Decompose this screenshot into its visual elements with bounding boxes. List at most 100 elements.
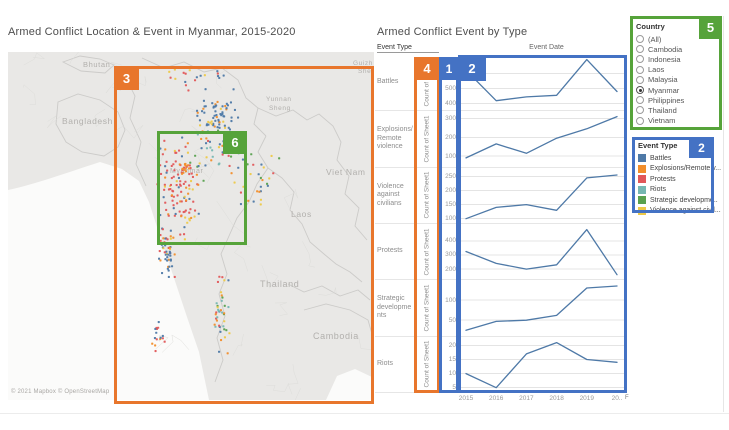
y-axis-ticks: 400 500 600 <box>445 69 456 108</box>
chart-row-3: Protests Count of Sheet1 200 300 400 <box>375 224 627 281</box>
y-axis-ticks: 200 300 400 <box>445 237 456 273</box>
x-axis-labels: 2015 2016 2017 2018 2019 20.. F <box>375 395 635 405</box>
map-label: Laos <box>291 209 312 219</box>
country-option-label: (All) <box>648 34 662 44</box>
line-plot[interactable] <box>460 280 627 336</box>
chart-row-2: Violence against civilians Count of Sheet… <box>375 168 627 224</box>
radio-icon[interactable] <box>636 55 644 64</box>
country-option-vietnam[interactable]: Vietnam <box>636 116 720 126</box>
chart-header-row: Event Type Event Date <box>377 44 627 55</box>
map-label: Cambodia <box>313 331 359 341</box>
x-tick-label: 2019 <box>579 395 595 402</box>
country-option-label: Vietnam <box>648 116 676 126</box>
legend-swatch-icon <box>638 196 646 205</box>
dashboard-bottom-border <box>0 413 729 414</box>
radio-icon[interactable] <box>636 45 644 54</box>
country-option-label: Indonesia <box>648 54 681 64</box>
legend-item[interactable]: Protests <box>638 174 712 185</box>
legend-items: Battles Explosions/Remote v... Protests Rio… <box>638 153 721 217</box>
y-axis-caption: Count of Sheet1 <box>423 115 431 163</box>
legend-item[interactable]: Battles <box>638 153 712 164</box>
country-option-malaysia[interactable]: Malaysia <box>636 75 720 85</box>
row-label: Battles <box>377 78 399 86</box>
country-option-label: Laos <box>648 65 665 75</box>
line-plot[interactable] <box>460 168 627 224</box>
country-option-laos[interactable]: Laos <box>636 65 720 75</box>
y-axis-caption: Count of Sheet1 <box>423 228 431 276</box>
country-option-label: Cambodia <box>648 44 683 54</box>
conflict-map[interactable]: BhutanBangladeshGuizhSherYunnanShengMyan… <box>8 52 374 400</box>
country-option-indonesia[interactable]: Indonesia <box>636 54 720 64</box>
map-attribution: © 2021 Mapbox © OpenStreetMap <box>11 389 110 395</box>
x-tick-label: 2015 <box>458 395 474 402</box>
y-axis-ticks: 5 10 15 20 <box>448 341 456 391</box>
panel-divider <box>723 16 724 412</box>
map-label: Yunnan <box>266 96 292 103</box>
legend-item-label: Battles <box>650 154 672 162</box>
country-filter-header: Country <box>636 22 665 31</box>
row-label: Strategic developments <box>377 295 412 320</box>
line-plot[interactable] <box>460 337 627 393</box>
event-type-column-header: Event Type <box>377 44 439 53</box>
map-label: Bangladesh <box>62 116 113 126</box>
radio-icon[interactable] <box>636 65 644 74</box>
radio-icon[interactable] <box>636 35 644 44</box>
row-label: Violence against civilians <box>377 182 404 207</box>
legend-swatch-icon <box>638 206 646 215</box>
country-option-cambodia[interactable]: Cambodia <box>636 44 720 54</box>
legend-header: Event Type <box>638 141 678 150</box>
country-option-all[interactable]: (All) <box>636 34 720 44</box>
chart-rows[interactable]: Battles Count of Sheet1 400 500 600 Explosion… <box>375 55 627 393</box>
map-label: Viet Nam <box>326 167 366 177</box>
y-axis-ticks: 100 150 200 250 <box>445 172 456 222</box>
radio-icon[interactable] <box>636 86 644 95</box>
x-axis-extra-glyph: F <box>625 395 629 401</box>
map-canvas[interactable]: BhutanBangladeshGuizhSherYunnanShengMyan… <box>8 52 374 400</box>
x-tick-label: 20.. <box>611 395 623 402</box>
legend-swatch-icon <box>638 175 646 184</box>
country-option-label: Myanmar <box>648 85 680 95</box>
legend-item[interactable]: Violence against civil... <box>638 206 721 217</box>
y-axis-caption: Count of Sheet1 <box>423 171 431 219</box>
chart-title: Armed Conflict Event by Type <box>377 26 528 38</box>
y-axis-caption: Count of Sheet1 <box>423 340 431 388</box>
x-tick-label: 2016 <box>488 395 504 402</box>
radio-icon[interactable] <box>636 96 644 105</box>
x-tick-label: 2018 <box>549 395 564 402</box>
chart-row-5: Riots Count of Sheet1 5 10 15 20 <box>375 337 627 393</box>
legend-swatch-icon <box>638 164 646 173</box>
legend-item-label: Protests <box>650 175 676 183</box>
line-plot[interactable] <box>460 111 627 167</box>
legend-item-label: Violence against civil... <box>650 207 721 215</box>
y-axis-caption: Count of Sheet1 <box>423 284 431 332</box>
country-option-myanmar[interactable]: Myanmar <box>636 85 720 95</box>
country-option-thailand[interactable]: Thailand <box>636 105 720 115</box>
chart-row-4: Strategic developments Count of Sheet1 50 1… <box>375 280 627 337</box>
country-radio-list: (All) Cambodia Indonesia Laos Malaysia Myanma… <box>636 34 720 126</box>
legend-swatch-icon <box>638 154 646 163</box>
legend-item-label: Explosions/Remote v... <box>650 165 722 173</box>
legend-item[interactable]: Riots <box>638 185 712 196</box>
event-type-legend: Event Type Battles Explosions/Remote v...… <box>638 141 721 217</box>
line-plot[interactable] <box>460 55 627 111</box>
row-label: Protests <box>377 247 403 255</box>
y-axis-ticks: 100 200 300 <box>445 115 456 160</box>
map-label: Bhutan <box>83 60 110 69</box>
map-marks <box>151 66 281 355</box>
chart-row-0: Battles Count of Sheet1 400 500 600 <box>375 55 627 112</box>
country-option-philippines[interactable]: Philippines <box>636 95 720 105</box>
line-plot[interactable] <box>460 224 627 280</box>
legend-item[interactable]: Strategic developme.. <box>638 195 718 206</box>
legend-item-label: Riots <box>650 186 666 194</box>
radio-icon[interactable] <box>636 116 644 125</box>
map-label: Guizh <box>353 60 373 67</box>
map-label: Thailand <box>260 279 299 289</box>
y-axis-ticks: 50 100 <box>445 296 456 325</box>
country-filter: Country (All) Cambodia Indonesia Laos Malays… <box>636 22 720 126</box>
radio-icon[interactable] <box>636 106 644 115</box>
y-axis-caption: Count of Sheet1 <box>423 59 431 107</box>
legend-item[interactable]: Explosions/Remote v... <box>638 164 721 175</box>
radio-icon[interactable] <box>636 75 644 84</box>
event-date-axis-header: Event Date <box>529 44 564 51</box>
country-option-label: Thailand <box>648 105 677 115</box>
